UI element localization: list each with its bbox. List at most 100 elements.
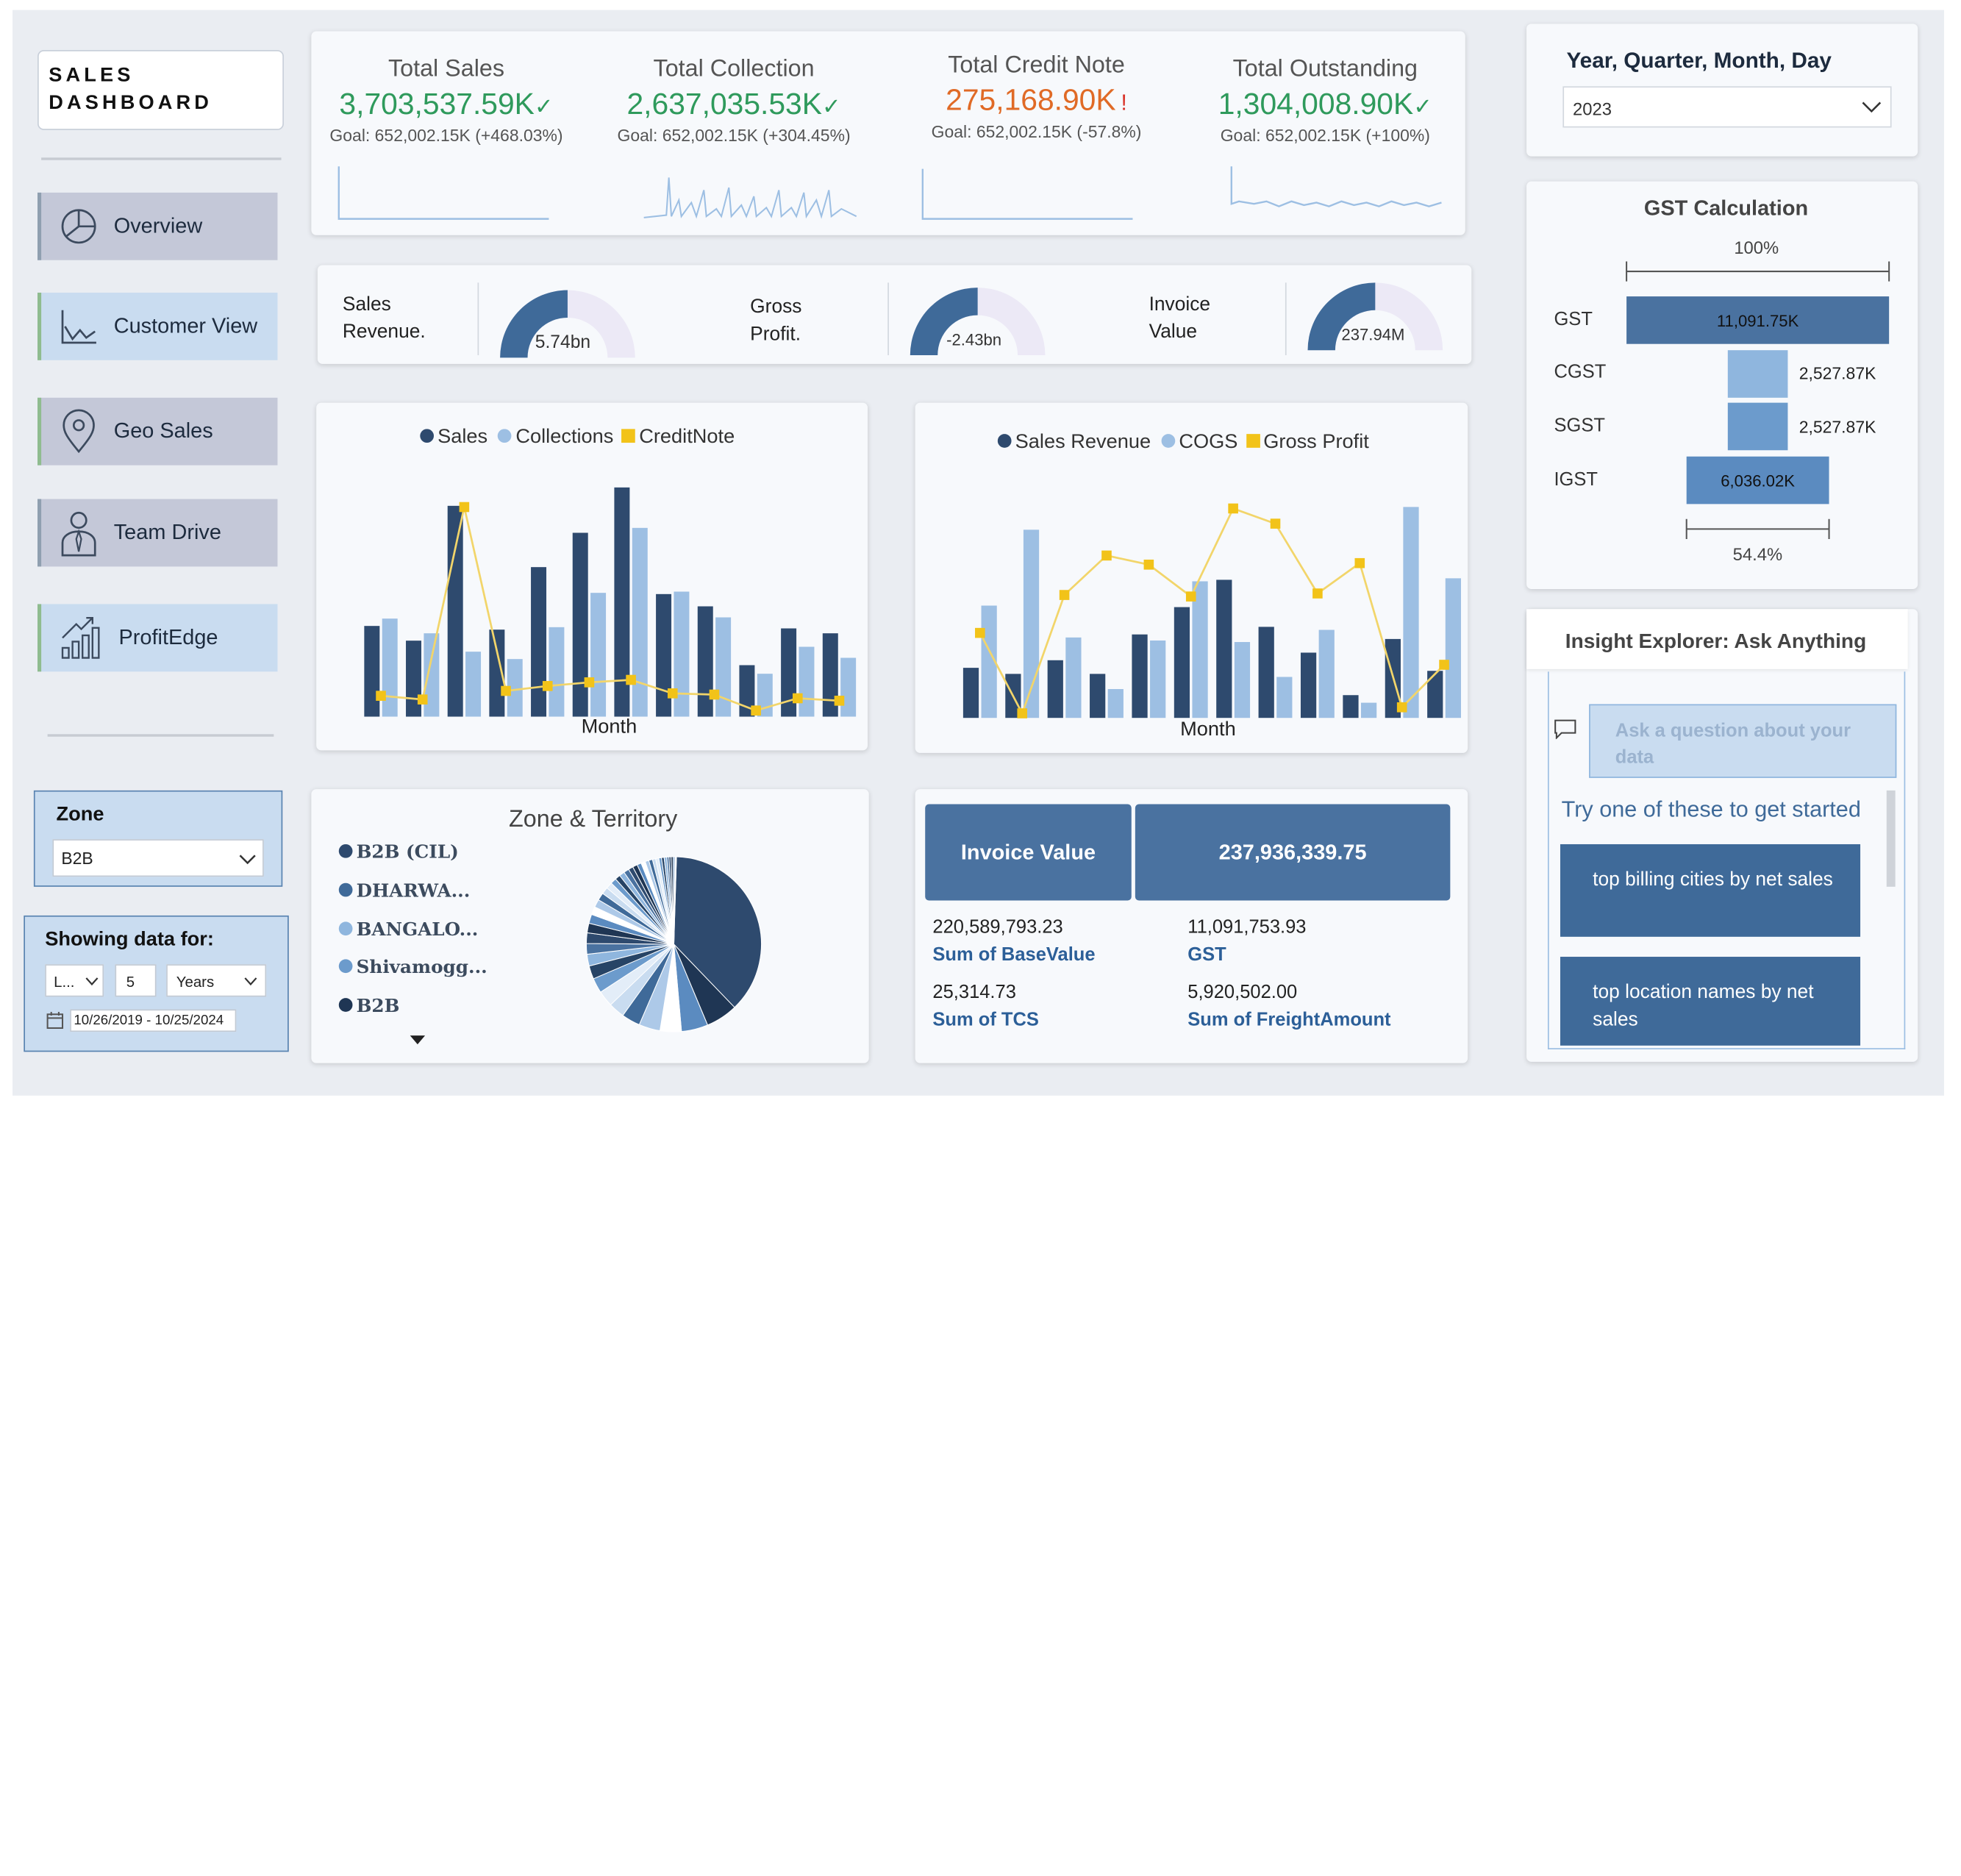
nav-label: Customer View xyxy=(113,313,258,338)
legend-scroll-down-icon[interactable] xyxy=(409,1034,426,1045)
legend-marker xyxy=(338,998,353,1012)
gst-bar-igst[interactable]: 6,036.02K xyxy=(1686,456,1829,504)
gauge-label-invoice-value: Invoice Value xyxy=(1149,293,1211,343)
bar-cogs xyxy=(1360,702,1377,718)
gst-bar-sgst[interactable] xyxy=(1727,402,1788,451)
gst-calculation-card: GST Calculation 100% xyxy=(1526,181,1918,590)
bar-cogs xyxy=(1234,642,1251,718)
point-creditnote xyxy=(584,677,595,688)
date-range[interactable]: 10/26/2019 - 10/25/2024 xyxy=(70,1009,237,1032)
bar-sales-revenue xyxy=(962,668,979,718)
bar-sales xyxy=(364,626,380,717)
point-gross-profit xyxy=(1396,702,1407,713)
app-title-line2: DASHBOARD xyxy=(49,92,213,114)
point-creditnote xyxy=(626,674,636,685)
bar-sales xyxy=(656,593,672,717)
point-gross-profit xyxy=(1017,708,1028,718)
sales-collections-chart-card: Sales Collections CreditNote Month xyxy=(316,402,868,751)
nav-label: Overview xyxy=(113,213,203,238)
check-icon: ✓ xyxy=(1413,93,1432,119)
nav-item-overview[interactable]: Overview xyxy=(37,192,278,260)
freight-value: 5,920,502.00 xyxy=(1187,982,1298,1003)
bar-collections xyxy=(549,627,565,717)
point-gross-profit xyxy=(1270,518,1281,529)
gauge-label-sales-revenue: Sales Revenue. xyxy=(342,293,426,343)
zone-legend-item[interactable]: B2B (CIL) xyxy=(338,842,459,863)
legend-marker xyxy=(338,882,353,897)
period-unit-value: Years xyxy=(176,973,215,991)
gst-bottom-percent: 54.4% xyxy=(1732,543,1783,565)
zone-legend-item[interactable]: DHARWA... xyxy=(338,880,470,902)
period-mode-value: L... xyxy=(54,973,75,991)
period-dropdown[interactable]: 2023 xyxy=(1562,86,1892,128)
gst-bar-gst[interactable]: 11,091.75K xyxy=(1626,296,1890,344)
line-creditnote xyxy=(380,507,840,712)
line-chart-icon xyxy=(61,310,96,344)
line-gross-profit xyxy=(979,507,1446,716)
period-mode-dropdown[interactable]: L... xyxy=(45,964,104,997)
zone-dropdown[interactable]: B2B xyxy=(52,839,264,877)
zone-territory-title: Zone & Territory xyxy=(509,806,678,833)
gauge-invoice-value xyxy=(1307,282,1443,351)
kpi-label: Total Outstanding xyxy=(1232,56,1418,83)
bar-cogs xyxy=(1445,578,1461,718)
zone-legend-item[interactable]: Shivamogg... xyxy=(338,957,487,978)
bar-sales-revenue xyxy=(1343,695,1359,718)
point-gross-profit xyxy=(975,627,985,638)
base-value: 220,589,793.23 xyxy=(932,916,1063,938)
showing-label: Showing data for: xyxy=(45,929,214,951)
suggestion-button[interactable]: top billing cities by net sales xyxy=(1560,844,1861,937)
gauge-label-gross-profit: Gross Profit. xyxy=(750,296,802,346)
revenue-cogs-chart xyxy=(962,503,1461,718)
nav-item-geo-sales[interactable]: Geo Sales xyxy=(37,397,278,466)
sparkline-credit-note xyxy=(921,168,1133,220)
bar-sales-revenue xyxy=(1216,579,1232,718)
scrollbar-thumb[interactable] xyxy=(1886,790,1896,887)
nav-label: ProfitEdge xyxy=(118,625,218,649)
legend-gross-profit: Gross Profit xyxy=(1263,431,1369,453)
gauge-value: -2.43bn xyxy=(946,329,1002,349)
bar-collections xyxy=(840,657,857,717)
nav-item-team-drive[interactable]: Team Drive xyxy=(37,499,278,567)
bar-sales xyxy=(614,487,630,717)
sparkline-outstanding xyxy=(1230,166,1442,207)
gst-row-label: SGST xyxy=(1554,415,1605,437)
zone-legend-item[interactable]: B2B xyxy=(338,996,399,1017)
pie-slice xyxy=(673,856,762,1008)
legend-cogs: COGS xyxy=(1179,431,1238,453)
kpi-goal: Goal: 652,002.15K (+304.45%) xyxy=(617,126,851,146)
legend-marker xyxy=(1246,434,1260,448)
period-count-value: 5 xyxy=(126,973,135,991)
zone-legend-item[interactable]: BANGALO... xyxy=(338,919,478,941)
revenue-cogs-chart-card: Sales Revenue COGS Gross Profit Month xyxy=(915,402,1468,753)
growth-chart-icon xyxy=(61,616,100,659)
period-count-input[interactable]: 5 xyxy=(115,964,157,997)
nav-item-customer-view[interactable]: Customer View xyxy=(37,292,278,360)
nav-item-profitedge[interactable]: ProfitEdge xyxy=(37,604,278,672)
bar-sales-revenue xyxy=(1047,660,1063,718)
invoice-header-value: 237,936,339.75 xyxy=(1135,804,1451,901)
ask-question-input[interactable]: Ask a question about your data xyxy=(1589,704,1897,778)
bar-cogs xyxy=(1065,637,1082,718)
point-gross-profit xyxy=(1228,503,1238,514)
suggestion-button[interactable]: top location names by net sales xyxy=(1560,957,1861,1046)
calendar-icon[interactable] xyxy=(46,1011,64,1030)
chevron-down-icon xyxy=(244,977,257,986)
tcs-value-label: Sum of TCS xyxy=(932,1009,1039,1031)
gst-bar-value: 2,527.87K xyxy=(1799,363,1876,383)
tcs-value: 25,314.73 xyxy=(932,982,1016,1003)
pie-chart-icon xyxy=(61,209,96,244)
point-creditnote xyxy=(834,696,845,706)
gst-bar-cgst[interactable] xyxy=(1727,350,1788,398)
gst-top-percent: 100% xyxy=(1734,238,1779,258)
legend-marker xyxy=(1161,434,1176,448)
base-value-label: Sum of BaseValue xyxy=(932,944,1096,966)
kpi-goal: Goal: 652,002.15K (-57.8%) xyxy=(931,122,1142,142)
divider xyxy=(41,157,282,160)
kpi-goal: Goal: 652,002.15K (+100%) xyxy=(1220,126,1430,146)
check-icon: ✓ xyxy=(534,93,554,119)
gst-row-label: GST xyxy=(1554,309,1593,330)
period-unit-dropdown[interactable]: Years xyxy=(166,964,267,997)
bar-collections xyxy=(799,646,815,717)
gst-title: GST Calculation xyxy=(1643,196,1809,221)
